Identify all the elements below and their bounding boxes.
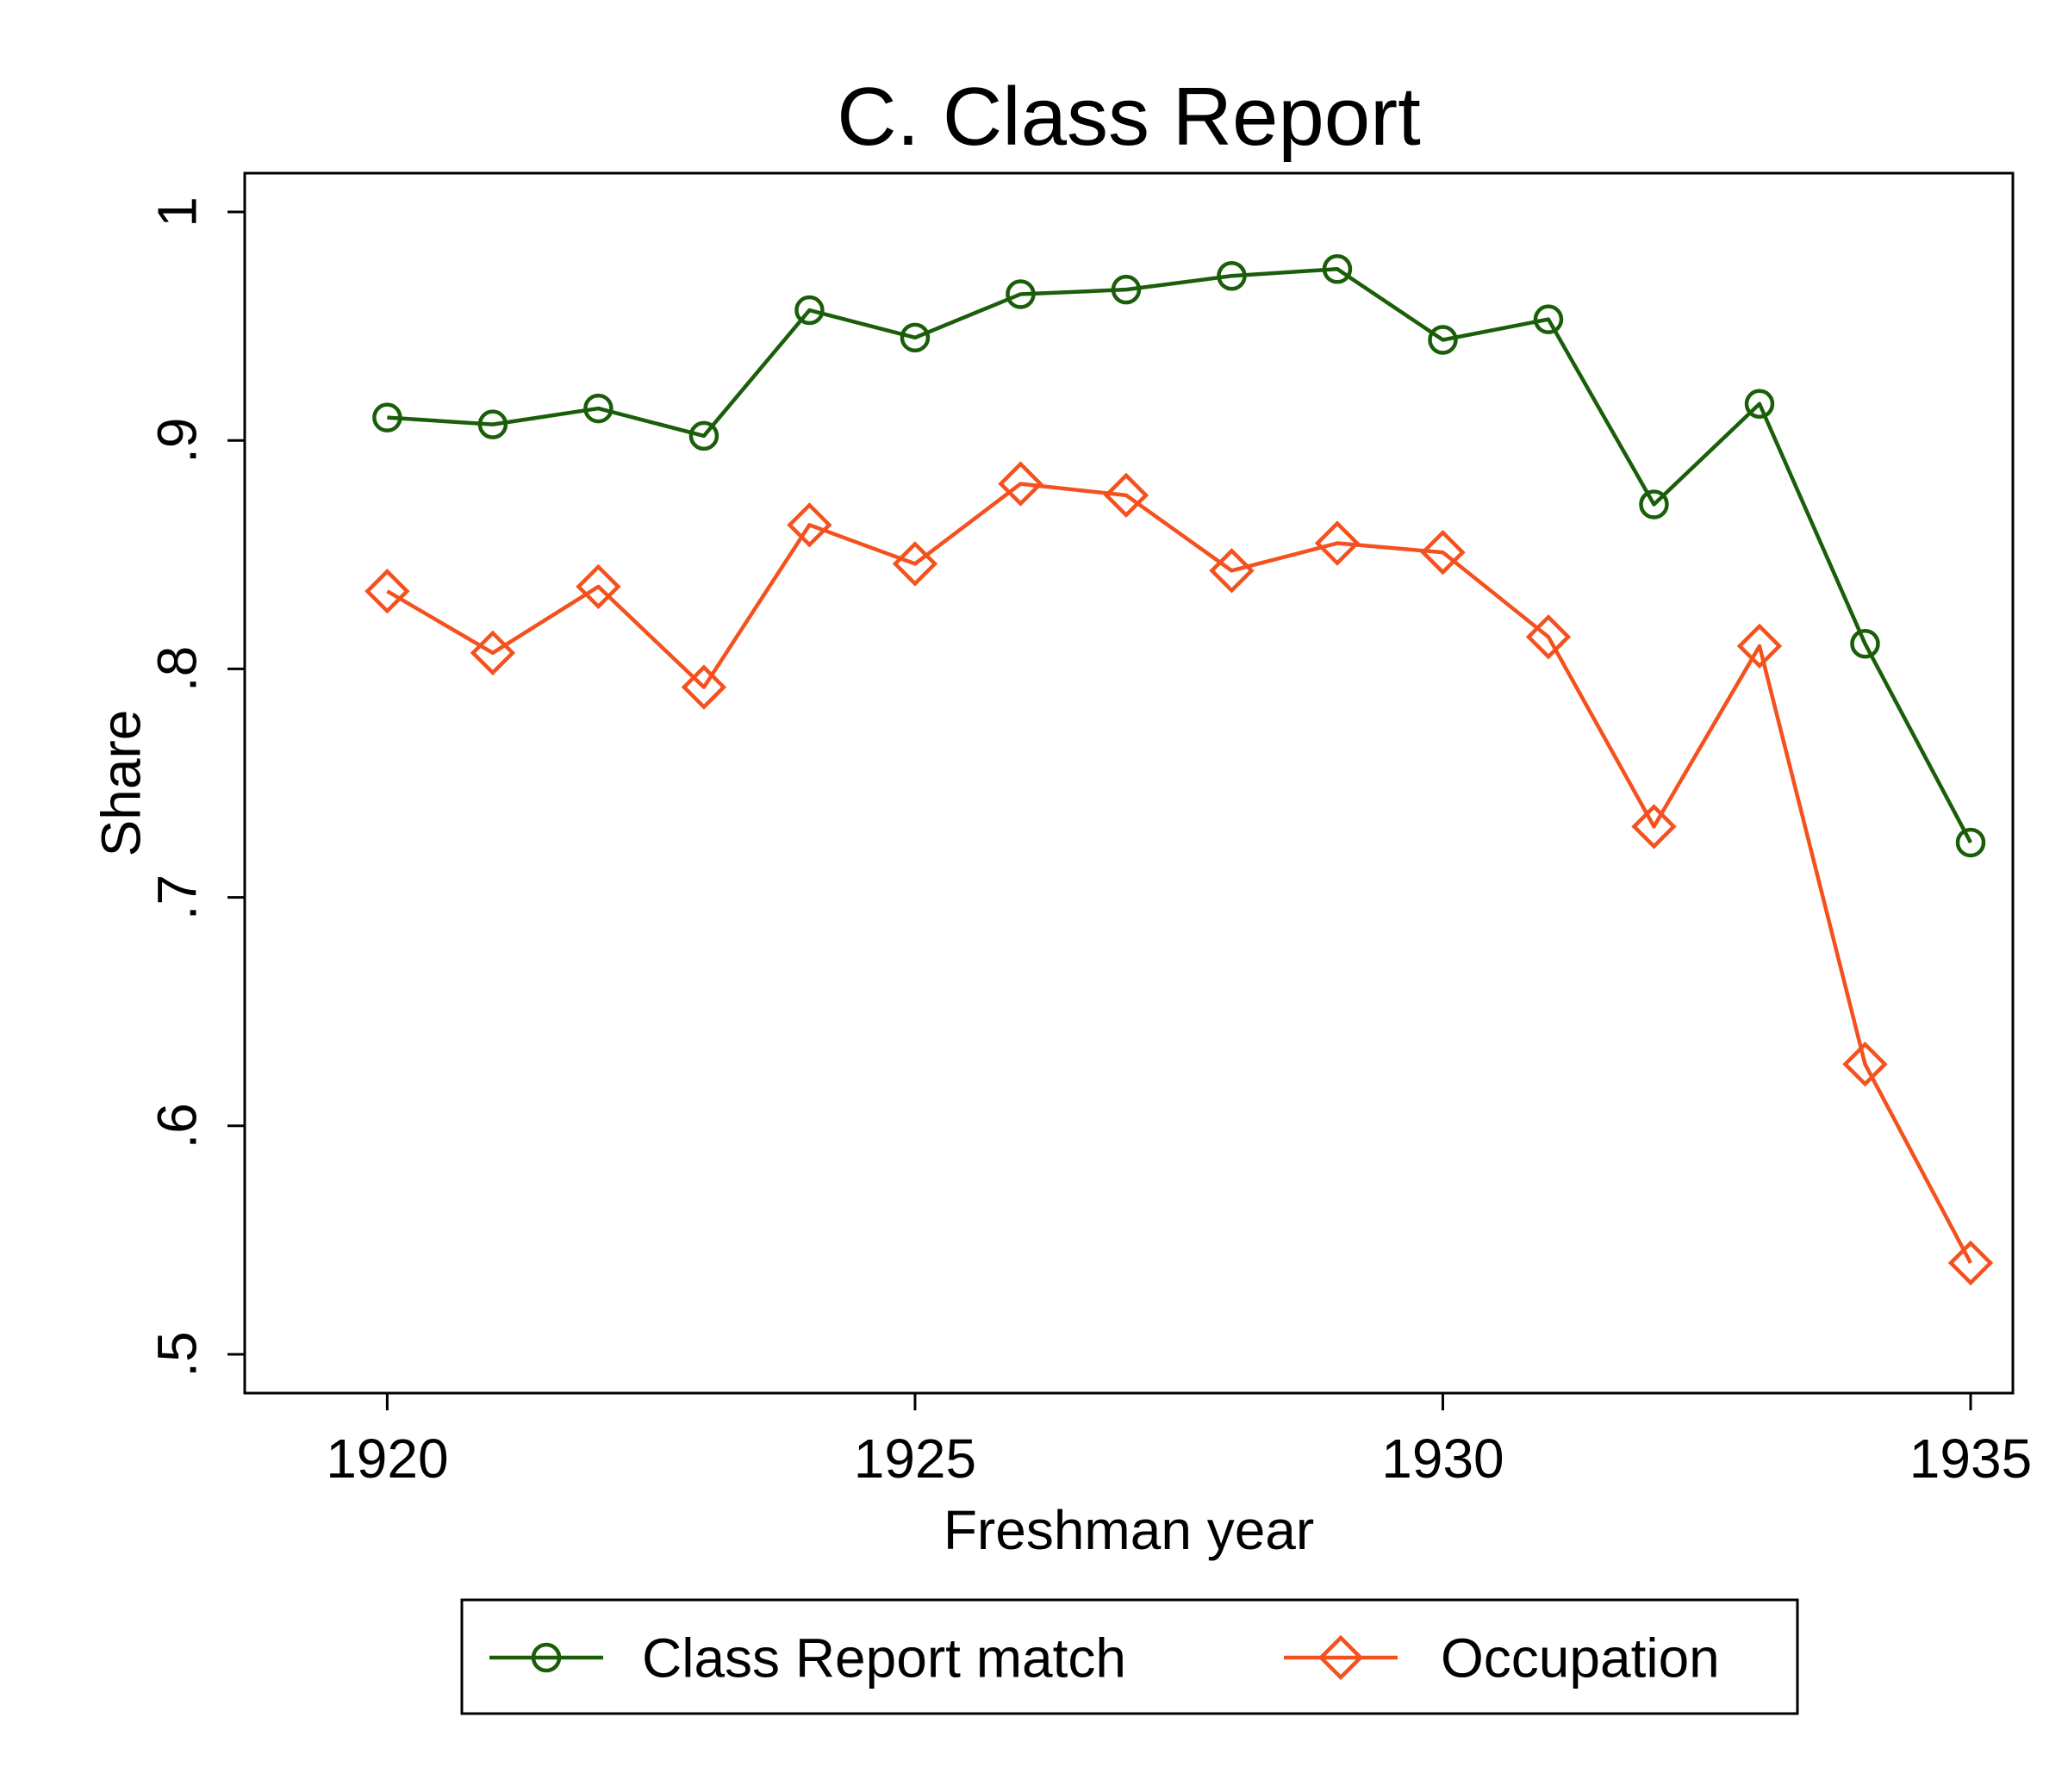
data-point	[1217, 261, 1247, 291]
data-point	[1006, 279, 1036, 309]
chart-title: C. Class Report	[837, 71, 1421, 163]
data-point	[1525, 614, 1572, 660]
data-point	[688, 420, 719, 451]
x-tick-label: 1930	[1381, 1428, 1504, 1490]
y-tick-label: .9	[146, 418, 208, 464]
series-layer	[364, 254, 1994, 1286]
y-tick-label: .5	[146, 1331, 208, 1377]
data-point	[794, 295, 825, 326]
data-point	[1631, 804, 1677, 849]
data-point	[1736, 623, 1783, 669]
data-point	[364, 569, 410, 614]
y-tick-label: .8	[146, 646, 208, 692]
y-tick-label: 1	[146, 196, 208, 227]
data-point	[1428, 325, 1458, 355]
series-class-report-match	[372, 254, 1986, 858]
legend-marker	[1317, 1634, 1364, 1681]
data-point	[1533, 304, 1564, 334]
legend: Class Report match Occupation	[460, 1598, 1799, 1715]
x-tick-label: 1920	[326, 1428, 448, 1490]
data-point	[1420, 529, 1466, 576]
y-tick-label: .6	[146, 1103, 208, 1148]
data-point	[576, 563, 621, 610]
legend-label: Class Report match	[642, 1627, 1126, 1689]
x-tick-label: 1925	[854, 1428, 976, 1490]
data-point	[1842, 1042, 1888, 1087]
data-point	[1955, 827, 1986, 858]
data-point	[1314, 520, 1361, 566]
x-tick-label: 1935	[1909, 1428, 2032, 1490]
y-axis: .5 .6 .7 .8 .9 1	[146, 196, 245, 1378]
data-point	[372, 402, 402, 432]
data-point	[1322, 254, 1353, 284]
data-point	[1744, 389, 1775, 420]
data-point	[1850, 628, 1880, 659]
data-point	[787, 502, 832, 548]
x-axis-label: Freshman year	[944, 1499, 1314, 1561]
legend-marker	[531, 1642, 562, 1673]
data-point	[998, 461, 1043, 507]
series-occupation	[364, 461, 1994, 1286]
plot-frame	[243, 171, 2015, 1395]
data-point	[477, 409, 508, 439]
y-tick-label: .7	[146, 874, 208, 920]
data-point	[1947, 1240, 1994, 1286]
series-line	[387, 267, 1972, 844]
data-point	[900, 322, 931, 353]
data-point	[1639, 489, 1669, 520]
data-point	[1103, 472, 1149, 519]
data-point	[892, 541, 938, 587]
data-point	[470, 630, 516, 676]
legend-item: Occupation	[1284, 1627, 1720, 1689]
x-axis: 1920 1925 1930 1935	[326, 1393, 2032, 1490]
legend-items: Class Report match Occupation	[489, 1627, 1720, 1689]
legend-box	[460, 1598, 1799, 1715]
legend-item: Class Report match	[489, 1627, 1126, 1689]
legend-label: Occupation	[1441, 1627, 1720, 1689]
series-line	[386, 482, 1972, 1264]
data-point	[681, 664, 727, 710]
data-point	[583, 393, 614, 424]
y-axis-label: Share	[90, 710, 152, 857]
data-point	[1209, 548, 1255, 594]
data-point	[1111, 274, 1142, 305]
